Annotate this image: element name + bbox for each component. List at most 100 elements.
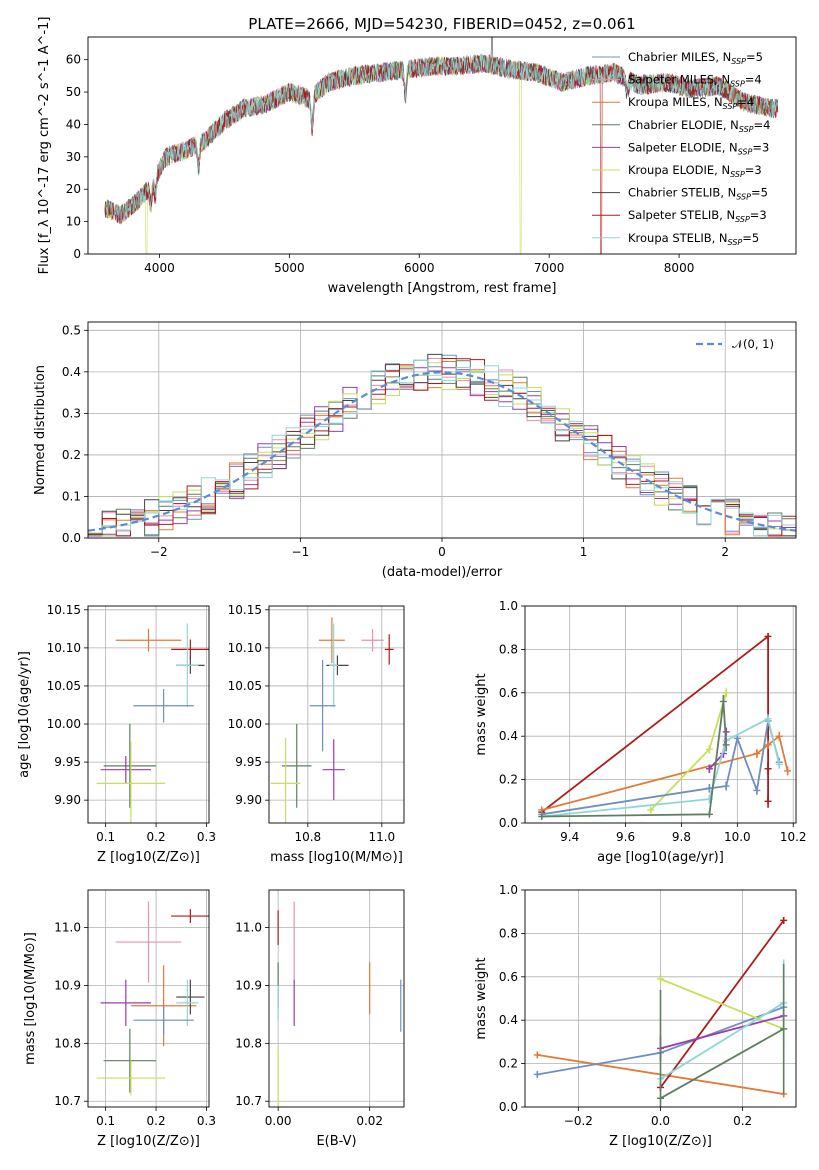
x-tick-label: 9.8 — [672, 830, 691, 844]
weight-vs-metallicity-panel: −0.2 0.0 0.2 0.0 0.2 0.4 0.6 0.8 1.0 Z [log10(Z/Z… — [474, 883, 797, 1149]
y-tick-label: 9.90 — [54, 793, 81, 807]
legend-name: Kroupa ELODIE, N — [628, 163, 730, 177]
x-tick-label: 0.3 — [197, 830, 216, 844]
y-tick-label: 10.9 — [54, 978, 81, 992]
legend-name: Kroupa STELIB, N — [628, 231, 728, 245]
histogram-salpeter-stelib — [88, 358, 796, 537]
legend-name: Salpeter STELIB, N — [628, 208, 735, 222]
y-tick-label: 0.4 — [62, 365, 81, 379]
y-tick-label: 10.7 — [54, 1094, 81, 1108]
histograms — [88, 353, 796, 537]
legend-nssp: =5 — [751, 186, 768, 200]
x-tick-label: −1 — [292, 545, 310, 559]
plot-frame — [268, 605, 405, 824]
histogram-kroupa-miles — [88, 361, 796, 537]
legend-label-salpeter-stelib: Salpeter STELIB, NSSP=3 — [628, 208, 767, 224]
x-tick-label: 0.2 — [147, 830, 166, 844]
x-tick-label: 0.3 — [197, 1114, 216, 1128]
y-tick-label: 20 — [66, 182, 81, 196]
mass-vs-metallicity-panel: 0.1 0.2 0.3 10.7 10.8 10.9 11.0 Z [log10(Z/Z⊙)]… — [23, 889, 216, 1149]
legend-name: Salpeter MILES, N — [628, 73, 730, 87]
y-tick-label: 0 — [73, 247, 81, 261]
y-tick-label: 0.2 — [499, 1057, 518, 1071]
y-tick-label: 10.00 — [47, 717, 81, 731]
gaussian-curve — [88, 371, 796, 532]
plot-frame — [87, 36, 797, 255]
y-tick-label: 10.05 — [228, 679, 262, 693]
y-tick-label: 1.0 — [499, 883, 518, 897]
x-tick-label: 0.2 — [147, 1114, 166, 1128]
weight-line-kroupa-stelib — [660, 1002, 785, 1080]
legend-subscript: SSP — [739, 125, 754, 134]
plot-frame — [524, 605, 797, 824]
x-tick-label: 4000 — [144, 261, 175, 275]
x-tick-label: 0.00 — [265, 1114, 292, 1128]
y-tick-label: 0.2 — [62, 448, 81, 462]
plot-frame — [87, 889, 210, 1108]
legend-name: Chabrier MILES, N — [628, 50, 731, 64]
legend-label-kroupa-stelib: Kroupa STELIB, NSSP=5 — [628, 231, 759, 247]
legend-subscript: SSP — [723, 102, 738, 111]
x-axis-label: age [log10(age/yr)] — [597, 850, 724, 865]
x-tick-label: 11.0 — [368, 830, 395, 844]
legend-subscript: SSP — [738, 147, 753, 156]
x-tick-label: 9.4 — [560, 830, 579, 844]
residuals-panel: −2 −1 0 1 2 0.0 0.1 0.2 0.3 0.4 0.5 (data-model)/er… — [33, 321, 797, 580]
y-tick-label: 0.8 — [499, 642, 518, 656]
y-tick-label: 11.0 — [235, 921, 262, 935]
x-axis-label: E(B-V) — [316, 1134, 356, 1149]
y-tick-label: 10.00 — [228, 717, 262, 731]
x-tick-label: 7000 — [534, 261, 565, 275]
x-tick-label: 9.6 — [616, 830, 635, 844]
x-tick-label: 0.02 — [356, 1114, 383, 1128]
x-tick-label: −2 — [150, 545, 168, 559]
y-tick-label: 0.4 — [499, 1013, 518, 1027]
y-tick-label: 10.8 — [54, 1036, 81, 1050]
x-axis-label: Z [log10(Z/Z⊙)] — [97, 850, 200, 865]
y-axis-label: mass [log10(M/M⊙)] — [23, 932, 38, 1065]
y-axis-label: Flux [f_λ 10^-17 erg cm^-2 s^-1 A^-1] — [37, 17, 52, 275]
histogram-chabrier-miles — [88, 354, 796, 537]
legend-label-chabrier-elodie: Chabrier ELODIE, NSSP=4 — [628, 118, 770, 134]
error-bars — [96, 623, 209, 823]
spectrum-panel: 4000 5000 6000 7000 8000 0 10 20 30 40 50 60 wavelen… — [37, 17, 797, 296]
y-tick-label: 30 — [66, 150, 81, 164]
x-tick-label: 0.0 — [651, 1114, 670, 1128]
error-bars — [277, 901, 402, 1107]
y-tick-label: 0.6 — [499, 686, 518, 700]
y-tick-label: 1.0 — [499, 599, 518, 613]
y-tick-label: 0.6 — [499, 970, 518, 984]
y-tick-label: 0.8 — [499, 926, 518, 940]
y-tick-label: 10.05 — [47, 679, 81, 693]
plot-frame — [87, 605, 210, 824]
x-axis-label: Z [log10(Z/Z⊙)] — [97, 1134, 200, 1149]
x-tick-label: 5000 — [274, 261, 305, 275]
legend-subscript: SSP — [736, 193, 751, 202]
legend-label-kroupa-elodie: Kroupa ELODIE, NSSP=3 — [628, 163, 762, 179]
y-axis-label: mass weight — [474, 957, 489, 1039]
histogram-kroupa-stelib — [88, 359, 796, 537]
weight-lines — [538, 632, 792, 820]
y-tick-label: 10.15 — [47, 603, 81, 617]
age-vs-metallicity-panel: 0.1 0.2 0.3 9.90 9.95 10.00 10.05 10.10 10.15 Z [… — [17, 603, 216, 865]
weight-vs-age-panel: 9.4 9.6 9.8 10.0 10.2 0.0 0.2 0.4 0.6 0.8 1.0 age [… — [474, 599, 807, 865]
weight-lines — [533, 916, 788, 1107]
x-tick-label: 0.2 — [733, 1114, 752, 1128]
legend-label-salpeter-miles: Salpeter MILES, NSSP=4 — [628, 73, 762, 89]
x-axis-label: (data-model)/error — [382, 565, 503, 580]
legend-nssp: =4 — [745, 73, 762, 87]
legend-subscript: SSP — [731, 57, 746, 66]
x-tick-label: 0 — [438, 545, 446, 559]
plot-frame — [524, 889, 797, 1108]
y-tick-label: 0.0 — [62, 531, 81, 545]
x-tick-label: 1 — [580, 545, 588, 559]
weight-line-chabrier-elodie — [541, 701, 728, 818]
y-tick-label: 0.3 — [62, 406, 81, 420]
legend-name: Chabrier ELODIE, N — [628, 118, 739, 132]
legend-subscript: SSP — [735, 215, 750, 224]
x-tick-label: 0.1 — [96, 830, 115, 844]
x-tick-label: 6000 — [404, 261, 435, 275]
age-vs-mass-panel: 10.8 11.0 9.90 9.95 10.00 10.05 10.10 10.15 mass… — [228, 603, 405, 865]
